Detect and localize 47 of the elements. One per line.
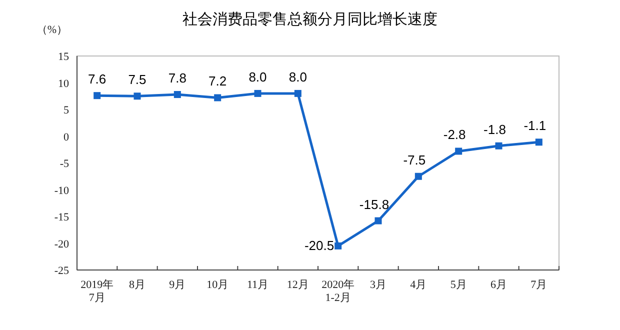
point [214, 94, 222, 102]
y-tick-label: 5 [64, 104, 70, 116]
x-tick-label: 11月 [246, 279, 269, 291]
data-label: -1.8 [484, 122, 506, 137]
x-tick-label: 7月 [530, 279, 548, 291]
x-tick-label: 9月 [169, 279, 186, 291]
point [94, 92, 101, 100]
y-tick-label: -10 [54, 184, 70, 197]
data-label: -20.5 [304, 238, 334, 253]
x-tick-label: 4月 [410, 279, 427, 291]
data-label: 7.6 [88, 72, 106, 87]
y-tick-label: -15 [54, 212, 70, 224]
data-label: -2.8 [443, 127, 466, 142]
point [254, 90, 262, 97]
point [495, 142, 502, 150]
data-label: 7.2 [208, 74, 227, 89]
data-label: 8.0 [248, 69, 267, 84]
x-tick-label: 8月 [129, 279, 146, 291]
x-tick-label: 5月 [450, 279, 467, 291]
data-label: -7.5 [403, 152, 426, 168]
y-tick-label: 10 [58, 78, 70, 90]
x-tick-label: 2020年 1-2月 [322, 279, 355, 304]
point [374, 217, 382, 224]
chart-title: 社会消费品零售总额分月同比增长速度 [182, 11, 438, 28]
x-tick-label: 3月 [370, 279, 386, 291]
y-tick-label: 15 [58, 51, 70, 63]
x-tick-label: 2019年 7月 [80, 279, 114, 304]
y-tick-label: -20 [54, 238, 70, 250]
point [535, 138, 542, 146]
point [174, 91, 181, 98]
data-label: -1.1 [524, 118, 546, 134]
y-axis-title: （%） [36, 24, 68, 36]
x-tick-label: 12月 [286, 279, 309, 291]
data-label: 7.8 [168, 70, 186, 86]
point [455, 148, 462, 155]
data-label: -15.8 [359, 196, 390, 212]
x-tick-label: 10月 [206, 279, 229, 291]
point [134, 92, 141, 100]
data-label: 7.5 [128, 72, 146, 88]
y-tick-label: -25 [54, 265, 70, 277]
point [334, 242, 342, 250]
data-label: 8.0 [288, 69, 307, 84]
y-tick-label: -5 [60, 158, 70, 170]
x-tick-label: 6月 [490, 279, 507, 291]
point [294, 90, 302, 97]
y-tick-label: 0 [64, 131, 70, 144]
point [414, 172, 422, 180]
